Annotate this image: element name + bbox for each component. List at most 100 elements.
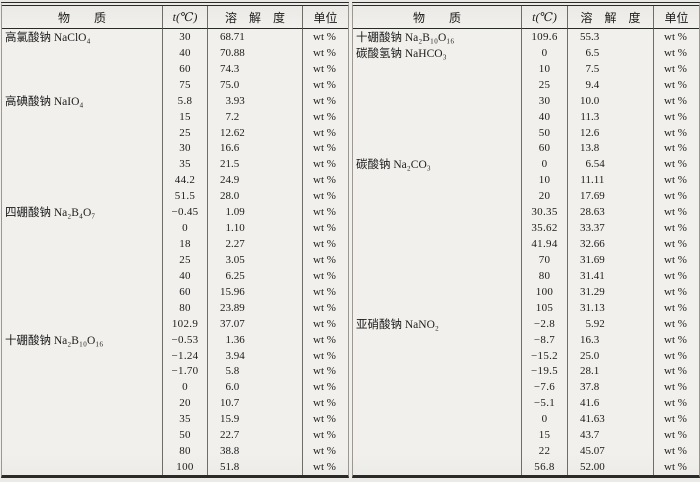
temperature-cell: −0.53 (162, 331, 207, 348)
solubility-fraction-part: .41 (591, 269, 605, 282)
solubility-integer-part: 6 (225, 269, 232, 282)
substance-cell (353, 61, 521, 77)
solubility-cell: 28.63 (567, 204, 653, 221)
temperature-cell: 80 (521, 267, 567, 284)
solubility-integer-part: 9 (585, 78, 592, 91)
temperature-cell: 35.62 (521, 220, 567, 237)
solubility-cell: 10.7 (207, 395, 302, 412)
substance-cell (353, 459, 521, 475)
solubility-cell: 1.09 (207, 204, 302, 221)
unit-cell: wt % (653, 236, 699, 252)
unit-cell: wt % (653, 156, 699, 173)
unit-cell: wt % (302, 443, 348, 460)
substance-cell (2, 459, 162, 475)
solubility-cell: 45.07 (567, 443, 653, 460)
solubility-fraction-part: .05 (231, 253, 245, 266)
unit-cell: wt % (302, 379, 348, 396)
unit-cell: wt % (302, 44, 348, 61)
solubility-fraction-part: .29 (591, 285, 605, 298)
substance-cell (353, 141, 521, 157)
unit-cell: wt % (653, 395, 699, 412)
unit-cell: wt % (653, 459, 699, 475)
solubility-cell: 1.10 (207, 220, 302, 237)
solubility-fraction-part: .5 (591, 62, 600, 75)
solubility-cell: 21.5 (207, 156, 302, 173)
unit-cell: wt % (653, 60, 699, 77)
substance-cell (2, 427, 162, 443)
substance-cell: 高碘酸钠 NaIO₄ (5, 95, 84, 108)
temperature-cell: 10 (521, 172, 567, 189)
temperature-cell: 75 (162, 76, 207, 93)
solubility-cell: 5.92 (567, 315, 653, 332)
unit-cell: wt % (302, 395, 348, 412)
unit-cell: wt % (653, 363, 699, 380)
substance-cell (2, 348, 162, 364)
temperature-cell: −7.6 (521, 379, 567, 396)
unit-cell: wt % (302, 76, 348, 93)
solubility-cell: 75.0 (207, 76, 302, 93)
unit-cell: wt % (302, 124, 348, 141)
solubility-fraction-part: .8 (591, 381, 600, 394)
temperature-cell: −15.2 (521, 347, 567, 364)
temperature-cell: 41.94 (521, 236, 567, 252)
solubility-cell: 28.1 (567, 363, 653, 380)
solubility-fraction-part: .66 (591, 238, 605, 251)
temperature-cell: 100 (521, 283, 567, 300)
temperature-cell: 44.2 (162, 172, 207, 189)
unit-cell: wt % (653, 204, 699, 221)
solubility-fraction-part: .10 (231, 222, 245, 235)
solubility-cell: 12.62 (207, 124, 302, 141)
temperature-cell: 35 (162, 411, 207, 428)
solubility-fraction-part: .69 (591, 190, 605, 203)
solubility-cell: 15.9 (207, 411, 302, 428)
solubility-integer-part: 74 (220, 62, 231, 75)
solubility-fraction-part: .0 (231, 190, 240, 203)
solubility-cell: 11.11 (567, 172, 653, 189)
temperature-cell: 35 (162, 156, 207, 173)
temperature-cell: −1.70 (162, 363, 207, 380)
solubility-integer-part: 28 (220, 190, 231, 203)
substance-cell (353, 125, 521, 141)
solubility-cell: 23.89 (207, 299, 302, 316)
solubility-integer-part: 28 (580, 206, 591, 219)
temperature-cell: 22 (521, 443, 567, 460)
solubility-cell: 70.88 (207, 44, 302, 61)
substance-cell (353, 109, 521, 125)
solubility-integer-part: 41 (580, 413, 591, 426)
solubility-integer-part: 24 (220, 174, 231, 187)
substance-cell (353, 379, 521, 395)
substance-cell (2, 45, 162, 61)
solubility-integer-part: 6 (585, 158, 592, 171)
solubility-fraction-part: .62 (231, 126, 245, 139)
solubility-fraction-part: .7 (231, 429, 240, 442)
solubility-fraction-part: .6 (231, 142, 240, 155)
temperature-cell: 30.35 (521, 204, 567, 221)
substance-cell (2, 156, 162, 172)
solubility-fraction-part: .4 (591, 78, 600, 91)
solubility-cell: 68.71 (207, 29, 302, 45)
solubility-cell: 11.3 (567, 108, 653, 125)
solubility-integer-part: 10 (220, 397, 231, 410)
unit-cell: wt % (653, 315, 699, 332)
unit-cell: wt % (653, 299, 699, 316)
solubility-integer-part: 3 (225, 349, 232, 362)
unit-cell: wt % (302, 331, 348, 348)
solubility-integer-part: 17 (580, 190, 591, 203)
solubility-cell: 41.63 (567, 411, 653, 428)
solubility-fraction-part: .25 (231, 269, 245, 282)
substance-cell (2, 364, 162, 380)
unit-cell: wt % (653, 29, 699, 45)
substance-cell (353, 364, 521, 380)
substance-cell (353, 188, 521, 204)
temperature-cell: 0 (162, 379, 207, 396)
solubility-integer-part: 15 (220, 413, 231, 426)
unit-cell: wt % (302, 267, 348, 284)
temperature-cell: −8.7 (521, 331, 567, 348)
solubility-cell: 10.0 (567, 92, 653, 109)
temperature-cell: 40 (162, 267, 207, 284)
solubility-integer-part: 51 (220, 461, 231, 474)
solubility-cell: 31.69 (567, 252, 653, 268)
solubility-fraction-part: .9 (231, 413, 240, 426)
solubility-cell: 38.8 (207, 443, 302, 460)
